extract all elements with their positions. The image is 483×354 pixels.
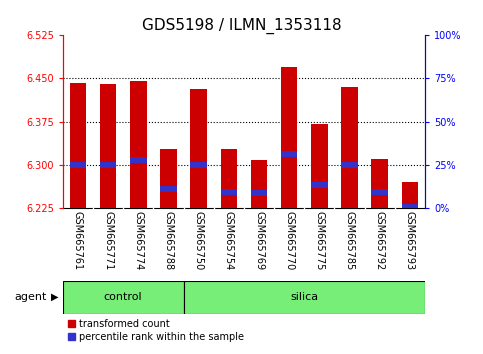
Text: agent: agent bbox=[14, 292, 47, 302]
Bar bbox=[190, 89, 207, 208]
Bar bbox=[184, 281, 425, 314]
Bar bbox=[100, 84, 116, 208]
Text: GSM665761: GSM665761 bbox=[73, 211, 83, 270]
Text: GSM665793: GSM665793 bbox=[405, 211, 415, 270]
Text: GSM665775: GSM665775 bbox=[314, 211, 325, 271]
Text: GSM665754: GSM665754 bbox=[224, 211, 234, 270]
Bar bbox=[402, 182, 418, 208]
Bar bbox=[281, 67, 298, 208]
Text: GSM665774: GSM665774 bbox=[133, 211, 143, 270]
Bar bbox=[402, 204, 418, 210]
Bar bbox=[371, 159, 388, 208]
Bar bbox=[371, 189, 388, 194]
Bar bbox=[130, 157, 146, 163]
Bar bbox=[160, 149, 177, 208]
Bar bbox=[130, 81, 146, 208]
Bar bbox=[70, 162, 86, 167]
Bar bbox=[221, 189, 237, 195]
Text: GSM665788: GSM665788 bbox=[163, 211, 173, 270]
Bar bbox=[251, 190, 267, 196]
Bar bbox=[100, 162, 116, 167]
Text: GSM665770: GSM665770 bbox=[284, 211, 294, 270]
Bar bbox=[251, 160, 267, 208]
Bar bbox=[311, 182, 327, 188]
Bar bbox=[190, 162, 207, 167]
Text: GDS5198 / ILMN_1353118: GDS5198 / ILMN_1353118 bbox=[142, 18, 341, 34]
Bar bbox=[221, 149, 237, 208]
Text: silica: silica bbox=[290, 292, 318, 302]
Bar bbox=[160, 187, 177, 192]
Text: ▶: ▶ bbox=[51, 292, 58, 302]
Text: GSM665769: GSM665769 bbox=[254, 211, 264, 270]
Text: GSM665750: GSM665750 bbox=[194, 211, 204, 270]
Bar bbox=[341, 86, 358, 208]
Text: GSM665785: GSM665785 bbox=[344, 211, 355, 270]
Bar bbox=[70, 82, 86, 208]
Legend: transformed count, percentile rank within the sample: transformed count, percentile rank withi… bbox=[68, 319, 244, 342]
Bar bbox=[63, 281, 184, 314]
Text: GSM665771: GSM665771 bbox=[103, 211, 113, 270]
Text: GSM665792: GSM665792 bbox=[375, 211, 385, 270]
Bar bbox=[311, 125, 327, 208]
Bar bbox=[281, 152, 298, 157]
Bar bbox=[341, 162, 358, 167]
Text: control: control bbox=[104, 292, 142, 302]
